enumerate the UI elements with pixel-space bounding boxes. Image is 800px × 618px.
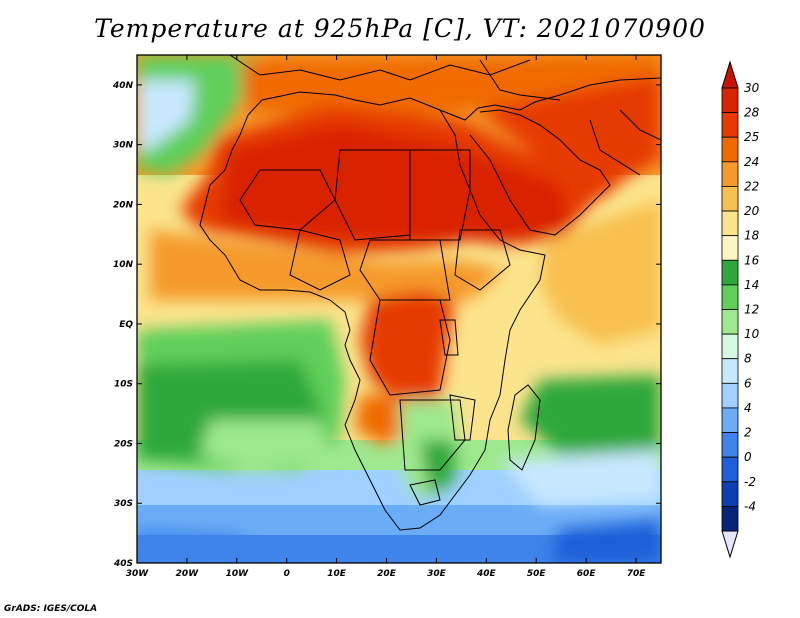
- lat-tick-label: 40S: [113, 559, 133, 569]
- colorbar-label: 12: [744, 303, 759, 317]
- lon-tick-label: 70E: [627, 569, 647, 579]
- colorbar-label: 14: [744, 278, 759, 292]
- colorbar-swatch: [721, 210, 739, 237]
- colorbar-swatch: [721, 505, 739, 532]
- colorbar-swatch: [721, 136, 739, 163]
- lon-tick-label: 10W: [226, 569, 250, 579]
- colorbar-label: 10: [744, 327, 760, 341]
- colorbar-label: 16: [744, 253, 760, 267]
- colorbar-label: 6: [744, 376, 752, 390]
- colorbar-label: 4: [744, 401, 752, 415]
- lon-tick-label: 40E: [476, 569, 497, 579]
- colorbar-swatch: [721, 186, 739, 212]
- lat-tick-label: 20S: [114, 439, 133, 449]
- colorbar-swatch: [721, 481, 739, 507]
- lat-tick-label: 10N: [113, 260, 134, 270]
- colorbar-label: 25: [744, 130, 759, 144]
- colorbar-swatch: [721, 309, 739, 335]
- grads-credit: GrADS: IGES/COLA: [4, 604, 98, 614]
- colorbar-swatch: [721, 407, 739, 433]
- colorbar-label: 22: [744, 179, 759, 193]
- lon-tick-label: 20W: [176, 569, 200, 579]
- colorbar-swatch: [721, 235, 739, 261]
- plot-frame: [136, 54, 662, 564]
- colorbar-label: 8: [744, 352, 752, 366]
- colorbar-label: 30: [744, 81, 760, 95]
- colorbar-swatch: [721, 259, 739, 286]
- colorbar-swatch: [721, 112, 739, 138]
- colorbar-label: 0: [744, 450, 752, 464]
- colorbar-swatch: [721, 161, 739, 187]
- lat-tick-label: 10S: [114, 380, 133, 390]
- colorbar-swatch: [721, 456, 739, 483]
- longitude-axis: 30W 20W 10W 0 10E 20E 30E 40E 50E 60E 70E: [126, 55, 646, 579]
- colorbar-swatch: [721, 358, 739, 384]
- colorbar-swatch: [721, 382, 739, 409]
- lon-tick-label: 10E: [327, 569, 347, 579]
- colorbar-label: 20: [744, 204, 760, 218]
- colorbar-label: 24: [744, 155, 759, 169]
- colorbar-swatch: [721, 284, 739, 310]
- lat-tick-label: 30S: [114, 499, 133, 509]
- colorbar-swatch: [721, 87, 739, 114]
- colorbar-swatch: [721, 432, 739, 458]
- colorbar-swatch: [721, 333, 739, 360]
- colorbar-label: -2: [744, 475, 756, 489]
- lat-tick-label: 30N: [113, 141, 134, 151]
- latitude-axis: 40N 30N 20N 10N EQ 10S 20S 30S 40S: [112, 81, 661, 569]
- colorbar-label: 18: [744, 229, 760, 243]
- map-title: Temperature at 925hPa [C], VT: 202107090…: [94, 14, 706, 43]
- coastlines: [199, 55, 661, 531]
- lat-tick-label: EQ: [119, 320, 133, 330]
- colorbar-top-cap: [721, 60, 739, 89]
- lon-tick-label: 20E: [377, 569, 397, 579]
- colorbar-label: -4: [744, 499, 756, 513]
- temperature-field: [137, 55, 661, 563]
- lat-tick-label: 40N: [112, 81, 134, 91]
- lon-tick-label: 30W: [126, 569, 150, 579]
- colorbar-bottom-cap: [721, 530, 739, 559]
- lon-tick-label: 50E: [527, 569, 547, 579]
- lon-tick-label: 30E: [427, 569, 447, 579]
- lon-tick-label: 0: [284, 569, 290, 579]
- colorbar-label: 28: [744, 106, 760, 120]
- lat-tick-label: 20N: [113, 200, 134, 210]
- lon-tick-label: 60E: [577, 569, 597, 579]
- colorbar-label: 2: [744, 426, 752, 440]
